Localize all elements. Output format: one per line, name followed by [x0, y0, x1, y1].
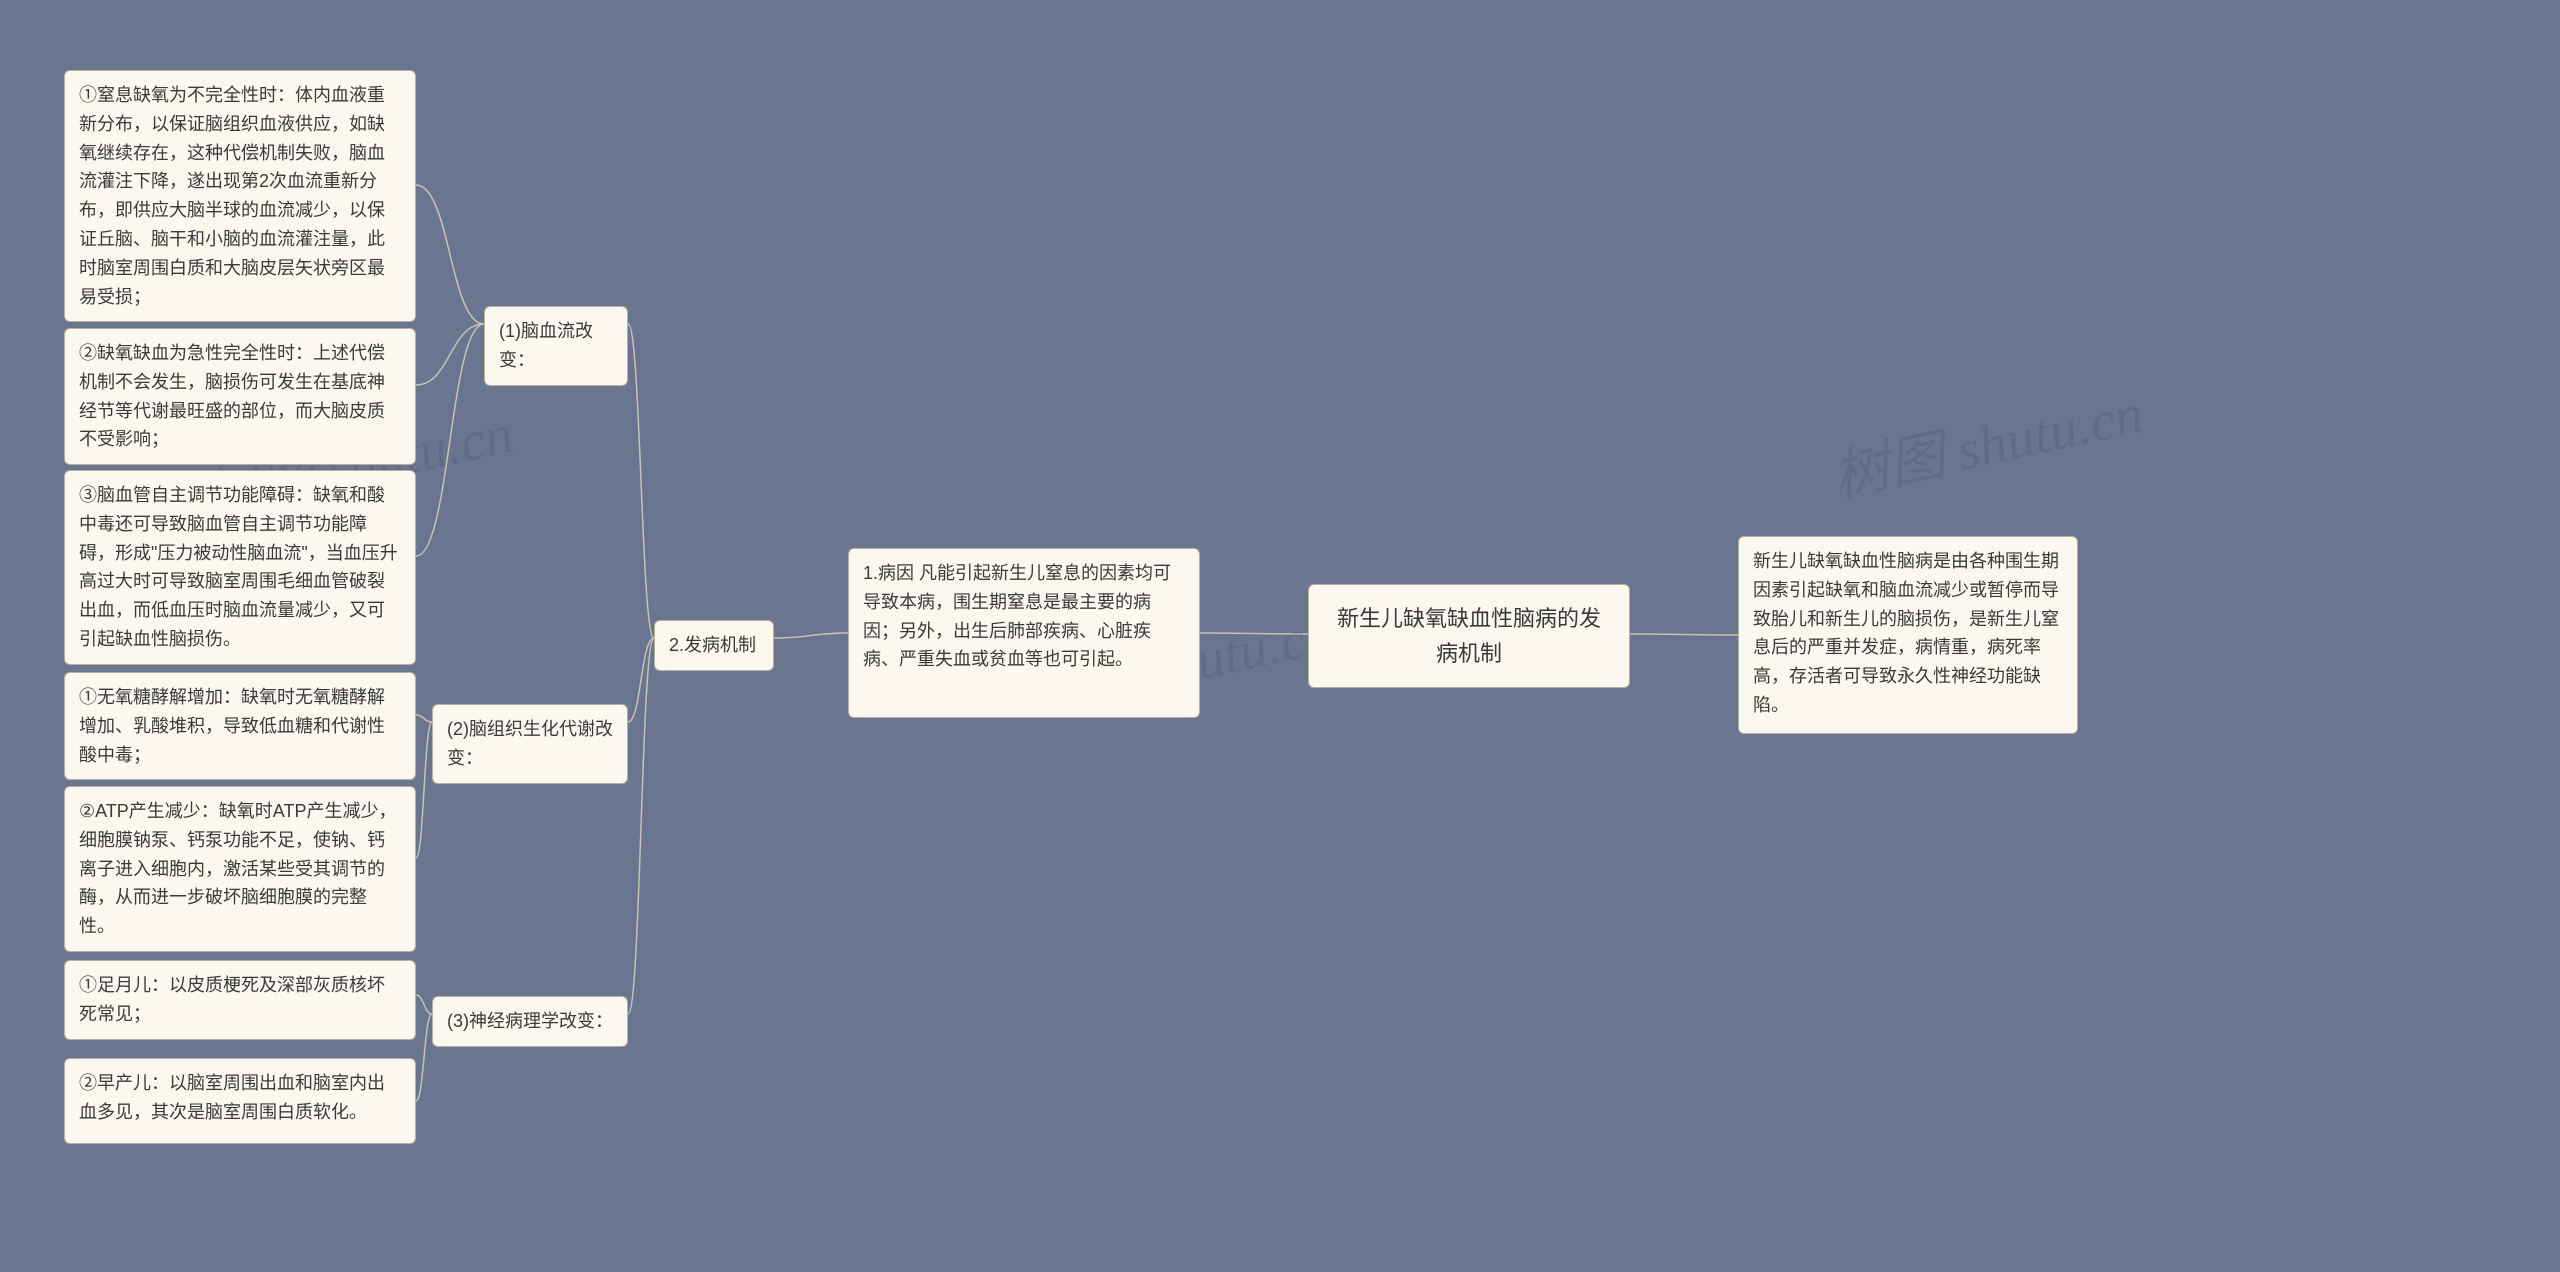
node-description[interactable]: 新生儿缺氧缺血性脑病是由各种围生期因素引起缺氧和脑血流减少或暂停而导致胎儿和新生… [1738, 536, 2078, 734]
watermark: 树图 shutu.cn [1825, 368, 2149, 513]
mindmap-root[interactable]: 新生儿缺氧缺血性脑病的发病机制 [1308, 584, 1630, 688]
node-leaf-2b[interactable]: ②ATP产生减少：缺氧时ATP产生减少，细胞膜钠泵、钙泵功能不足，使钠、钙离子进… [64, 786, 416, 952]
node-group-3[interactable]: (3)神经病理学改变： [432, 996, 628, 1047]
connector [628, 324, 654, 638]
connector [774, 633, 848, 638]
connector [416, 1014, 432, 1101]
connector [1630, 634, 1738, 635]
connector [416, 722, 432, 858]
connector [416, 995, 432, 1014]
connector [1200, 633, 1308, 634]
connector [416, 715, 432, 722]
node-leaf-1a[interactable]: ①窒息缺氧为不完全性时：体内血液重新分布，以保证脑组织血液供应，如缺氧继续存在，… [64, 70, 416, 322]
node-cause[interactable]: 1.病因 凡能引起新生儿窒息的因素均可导致本病，围生期窒息是最主要的病因；另外，… [848, 548, 1200, 718]
connector [416, 185, 484, 324]
connector [628, 638, 654, 722]
node-mechanism[interactable]: 2.发病机制 [654, 620, 774, 671]
connector [416, 324, 484, 385]
node-leaf-2a[interactable]: ①无氧糖酵解增加：缺氧时无氧糖酵解增加、乳酸堆积，导致低血糖和代谢性酸中毒； [64, 672, 416, 780]
node-leaf-3b[interactable]: ②早产儿：以脑室周围出血和脑室内出血多见，其次是脑室周围白质软化。 [64, 1058, 416, 1144]
connector [628, 638, 654, 1014]
node-leaf-3a[interactable]: ①足月儿：以皮质梗死及深部灰质核坏死常见； [64, 960, 416, 1040]
connector [416, 324, 484, 556]
node-group-1[interactable]: (1)脑血流改变： [484, 306, 628, 386]
node-leaf-1c[interactable]: ③脑血管自主调节功能障碍：缺氧和酸中毒还可导致脑血管自主调节功能障碍，形成"压力… [64, 470, 416, 665]
node-leaf-1b[interactable]: ②缺氧缺血为急性完全性时：上述代偿机制不会发生，脑损伤可发生在基底神经节等代谢最… [64, 328, 416, 465]
node-group-2[interactable]: (2)脑组织生化代谢改变： [432, 704, 628, 784]
